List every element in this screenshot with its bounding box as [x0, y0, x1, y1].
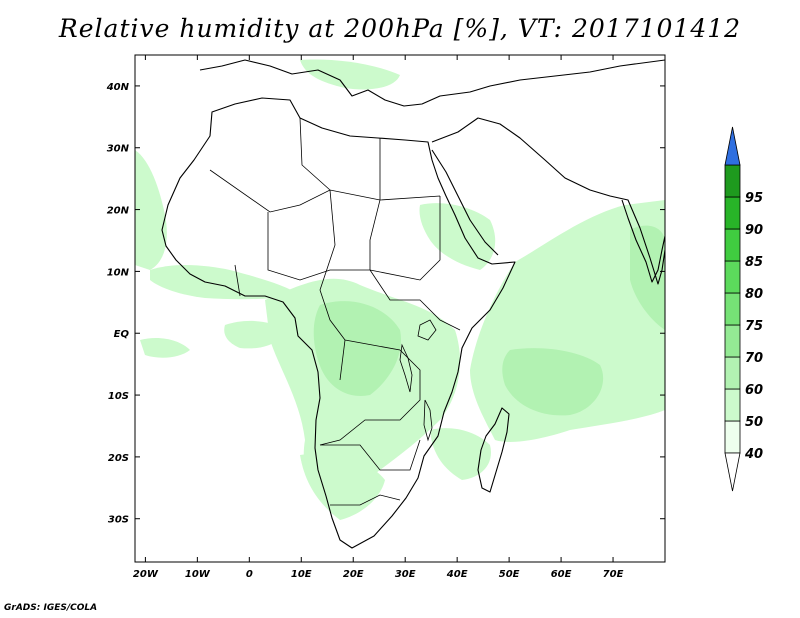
humidity-shading	[135, 59, 665, 520]
map-area	[135, 59, 665, 549]
colorbar-box	[724, 196, 741, 230]
lat-tick-label: 10S	[108, 391, 129, 402]
colorbar-label: 80	[745, 287, 763, 302]
lat-tick-label: 30S	[108, 515, 129, 526]
colorbar-label: 60	[745, 383, 763, 398]
humidity-patch-mediterranean	[300, 59, 400, 90]
colorbar-label: 70	[745, 351, 763, 366]
lat-tick-label: 40N	[106, 82, 130, 93]
lat-tick-label: 10N	[107, 267, 130, 278]
colorbar-label: 95	[745, 191, 763, 206]
colorbar-box	[724, 260, 741, 294]
grads-credit: GrADS: IGES/COLA	[4, 603, 98, 613]
red-sea-east-coast	[431, 149, 499, 256]
lon-tick-label: 60E	[551, 569, 572, 580]
madagascar-coastline	[477, 407, 510, 493]
longitude-ticks: 20W 10W 0 10E 20E 30E 40E 50E 60E 70E	[133, 55, 624, 580]
humidity-patch-congo	[313, 301, 401, 396]
humidity-patch-atlantic-south	[140, 338, 190, 358]
lake-victoria	[417, 319, 437, 341]
lon-tick-label: 70E	[603, 569, 624, 580]
lat-tick-label: 20S	[108, 453, 129, 464]
lat-tick-label: 20N	[107, 206, 130, 217]
colorbar-label: 40	[744, 447, 763, 462]
colorbar-box	[724, 164, 741, 198]
colorbar-box	[724, 324, 741, 358]
lon-tick-label: 0	[246, 569, 253, 580]
colorbar-over-triangle	[724, 126, 741, 166]
colorbar-box	[724, 292, 741, 326]
lat-tick-label: 30N	[107, 144, 130, 155]
humidity-patch-ethiopia	[419, 203, 496, 270]
europe-coastline	[199, 59, 665, 107]
colorbar-box	[724, 356, 741, 390]
lake-malawi	[423, 399, 433, 442]
humidity-patch-indian-ocean	[502, 348, 604, 416]
colorbar-label: 90	[745, 223, 763, 238]
humidity-patch-west-africa	[150, 265, 300, 300]
lat-tick-label: EQ	[114, 329, 130, 340]
map-frame	[134, 54, 666, 563]
colorbar: 40 50 60 70 75 80 85 90 95	[724, 126, 763, 492]
lon-tick-label: 30E	[395, 569, 416, 580]
latitude-ticks: 40N 30N 20N 10N EQ 10S 20S 30S	[106, 82, 665, 526]
border-lines	[209, 117, 461, 506]
colorbar-label: 50	[745, 415, 763, 430]
map-title: Relative humidity at 200hPa [%], VT: 201…	[58, 14, 742, 43]
africa-coastline	[161, 97, 516, 549]
lake-tanganyika	[399, 343, 413, 393]
colorbar-box	[724, 228, 741, 262]
colorbar-under-triangle	[724, 452, 741, 492]
india-coastline	[621, 199, 665, 283]
humidity-patch-mozambique	[430, 428, 491, 480]
colorbar-box	[724, 420, 741, 454]
lon-tick-label: 50E	[499, 569, 520, 580]
country-borders	[209, 117, 461, 506]
humidity-patch-gulf-guinea	[224, 320, 285, 349]
humidity-patch-atlantic	[135, 150, 167, 270]
lon-tick-label: 40E	[446, 569, 468, 580]
lon-tick-label: 20W	[133, 569, 159, 580]
coastlines	[161, 59, 665, 549]
colorbar-label: 85	[745, 255, 763, 270]
lon-tick-label: 20E	[343, 569, 364, 580]
colorbar-box	[724, 388, 741, 422]
lon-tick-label: 10E	[291, 569, 312, 580]
colorbar-label: 75	[745, 319, 763, 334]
humidity-patch-bay	[630, 225, 665, 330]
lon-tick-label: 10W	[185, 569, 211, 580]
